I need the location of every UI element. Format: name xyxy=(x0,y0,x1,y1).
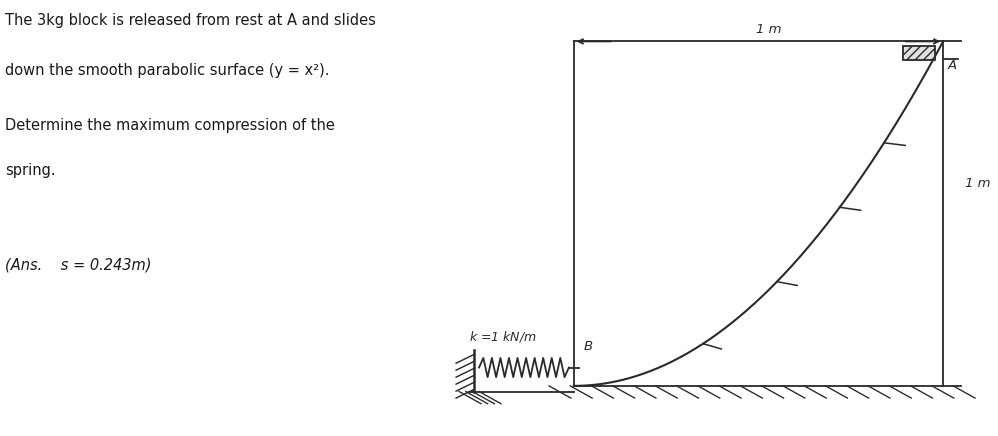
Text: 1 m: 1 m xyxy=(965,177,991,190)
Text: The 3kg block is released from rest at A and slides: The 3kg block is released from rest at A… xyxy=(5,13,376,28)
Text: B: B xyxy=(584,340,593,353)
Text: Determine the maximum compression of the: Determine the maximum compression of the xyxy=(5,118,335,133)
Text: spring.: spring. xyxy=(5,164,56,178)
Text: 1 m: 1 m xyxy=(755,23,781,36)
Bar xyxy=(903,46,935,60)
Text: $k$ =1 kN/m: $k$ =1 kN/m xyxy=(469,329,537,344)
Text: down the smooth parabolic surface (y = x²).: down the smooth parabolic surface (y = x… xyxy=(5,63,329,78)
Text: (Ans.    s = 0.243m): (Ans. s = 0.243m) xyxy=(5,257,152,272)
Text: A: A xyxy=(948,59,957,72)
